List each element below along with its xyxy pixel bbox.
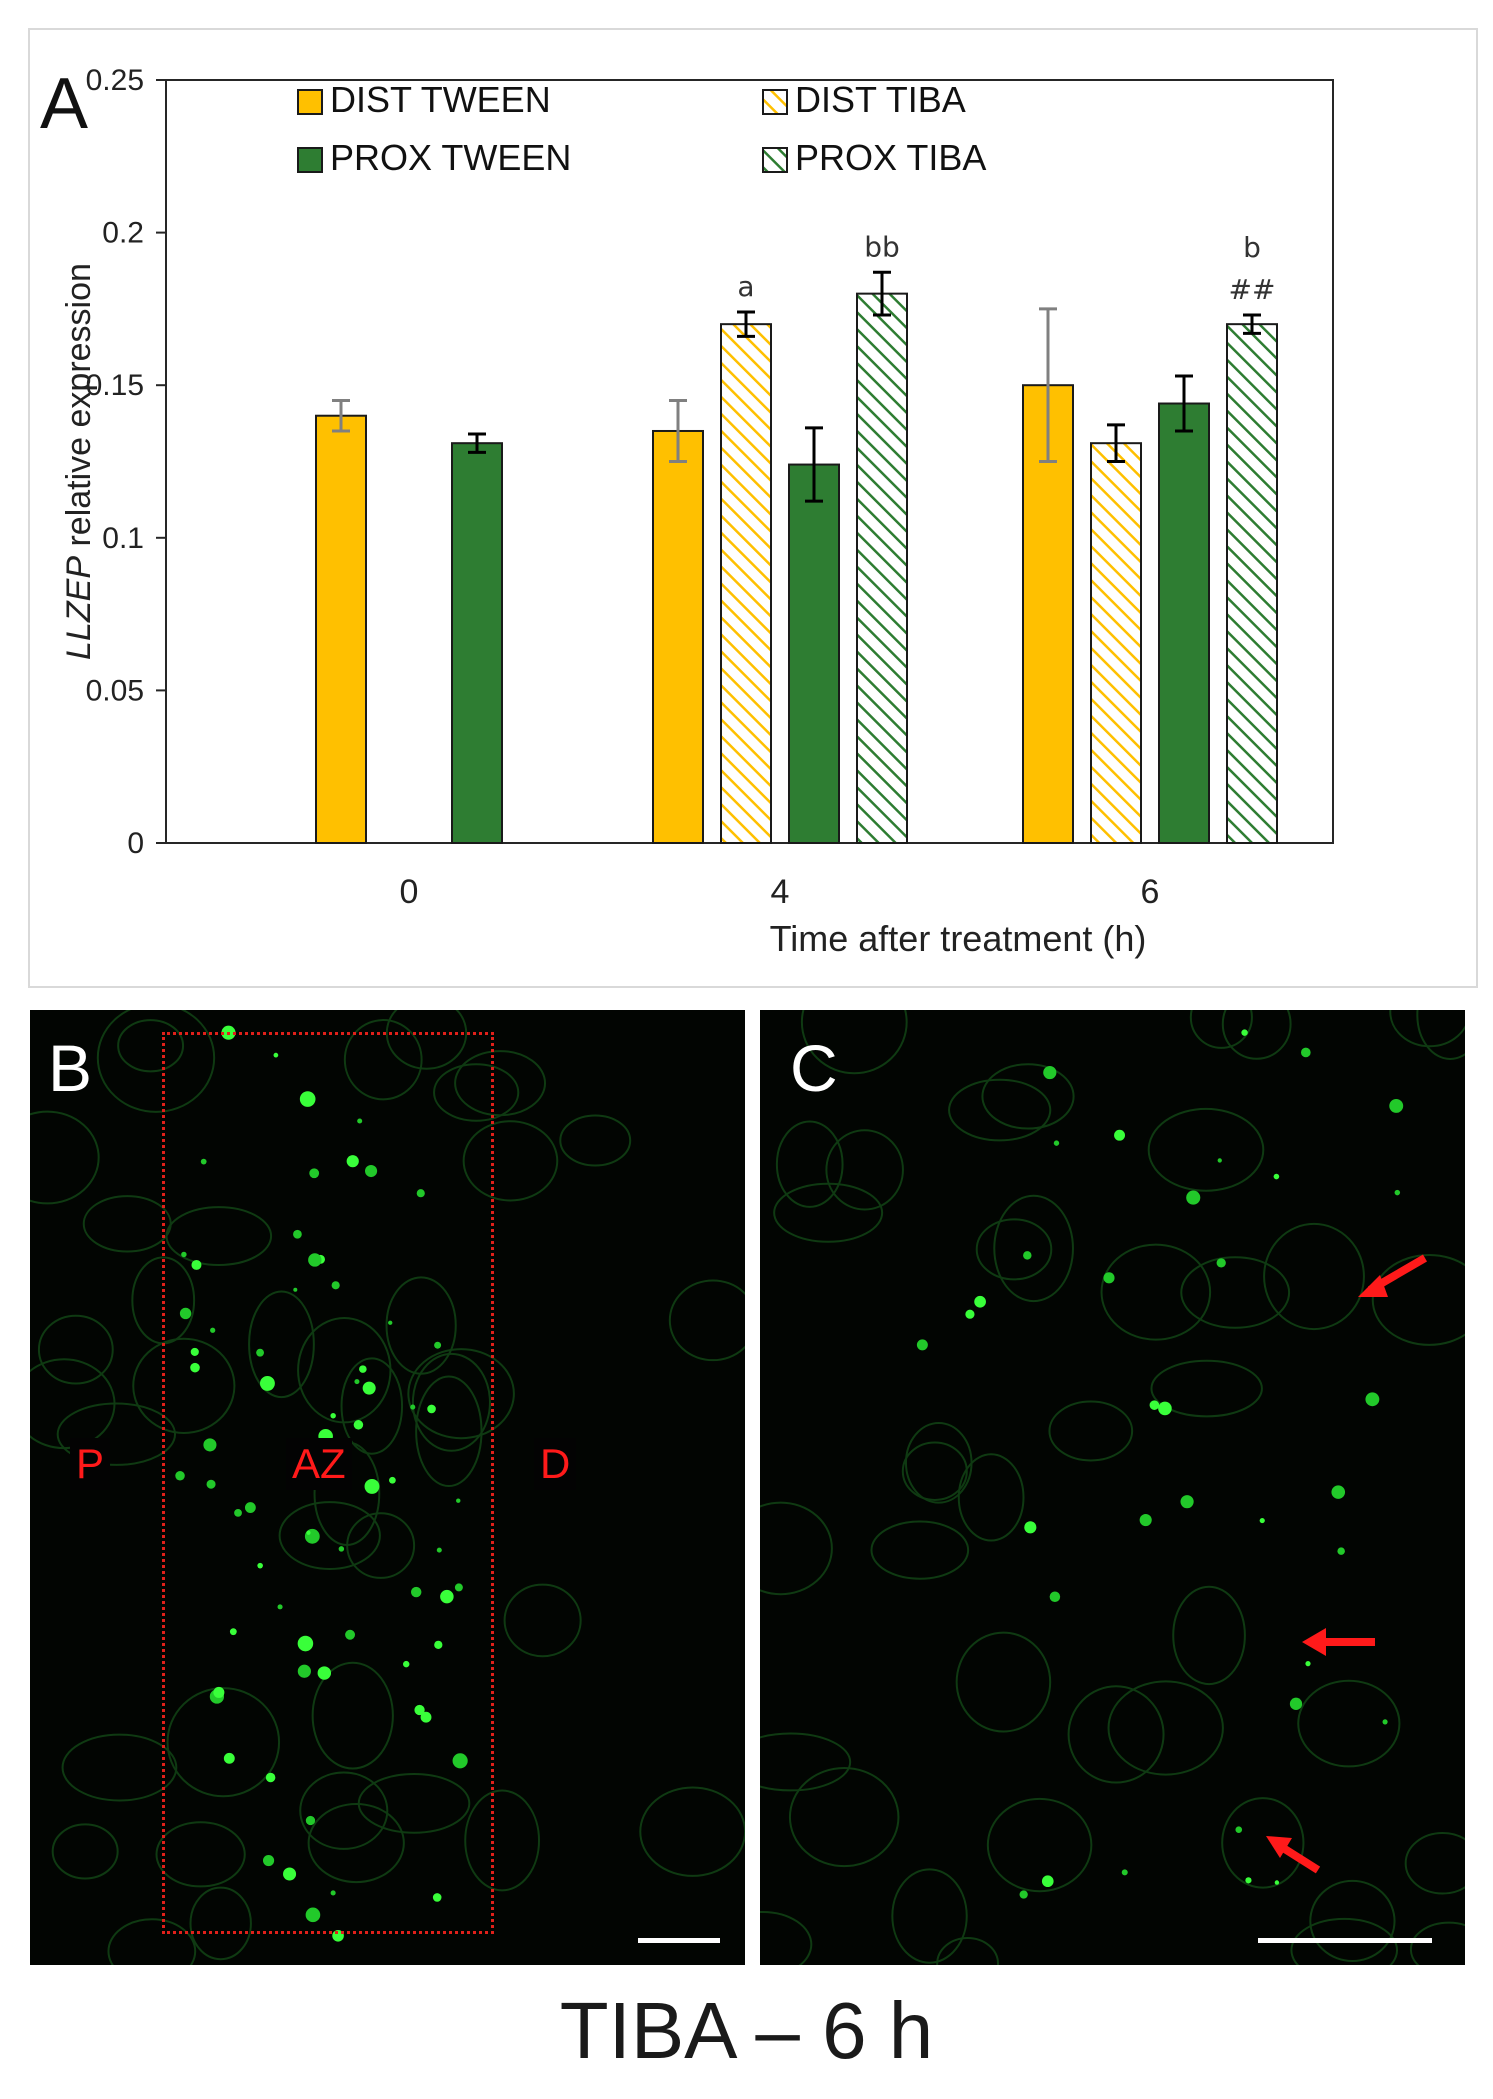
bar-chart: A 0 0.05 0.1 0.15 0.2 0.25 LLZEP relative expr… [40, 64, 1334, 959]
bar [451, 442, 503, 844]
micrograph-panel-c: C [760, 1010, 1465, 1965]
significance-label: b [1243, 231, 1261, 264]
x-axis-label: Time after treatment (h) [770, 918, 1147, 959]
y-tick-label: 0.2 [102, 217, 144, 250]
legend-swatch [762, 89, 788, 115]
arrow-icon [1358, 1254, 1428, 1297]
arrow-icon [1302, 1628, 1375, 1656]
bar [788, 463, 840, 844]
bar [1090, 442, 1142, 844]
legend-label: PROX TIBA [795, 137, 986, 178]
significance-label: ## [1229, 273, 1276, 306]
scale-bar-b [638, 1938, 720, 1943]
legend-swatch [297, 89, 323, 115]
bar [856, 292, 908, 844]
legend-label: PROX TWEEN [330, 137, 571, 178]
x-tick-label: 4 [771, 873, 790, 911]
legend-label: DIST TIBA [795, 79, 966, 120]
region-label-az: AZ [286, 1438, 352, 1490]
y-tick-label: 0 [127, 827, 144, 860]
arrow-icon [1266, 1836, 1321, 1874]
y-tick-label: 0.1 [102, 522, 144, 555]
bar [1226, 323, 1278, 845]
bar [315, 414, 367, 844]
significance-label: bb [864, 230, 900, 263]
legend-swatch [297, 147, 323, 173]
x-tick-label: 6 [1141, 873, 1160, 911]
y-tick-label: 0.25 [86, 64, 144, 97]
figure-caption: TIBA – 6 h [559, 1986, 934, 2075]
fluorescence-signal-c [760, 1010, 1465, 1965]
region-label-proximal: P [70, 1438, 111, 1490]
panel-letter-b: B [48, 1031, 93, 1105]
bar [652, 429, 704, 844]
region-label-distal: D [534, 1438, 577, 1490]
legend-swatch [762, 147, 788, 173]
abscission-zone-box [162, 1032, 494, 1934]
bar [720, 323, 772, 845]
y-axis-label: LLZEP relative expression [60, 263, 98, 660]
panel-letter-c: C [790, 1031, 838, 1105]
legend-label: DIST TWEEN [330, 79, 551, 120]
significance-label: a [737, 270, 754, 303]
y-tick-label: 0.15 [86, 369, 144, 402]
micrograph-panel-b: B P AZ D [30, 1010, 745, 1965]
bar [1158, 402, 1210, 844]
y-tick-label: 0.05 [86, 674, 144, 707]
panel-letter-a: A [40, 64, 88, 144]
x-tick-label: 0 [400, 873, 419, 911]
scale-bar-c [1258, 1938, 1432, 1943]
